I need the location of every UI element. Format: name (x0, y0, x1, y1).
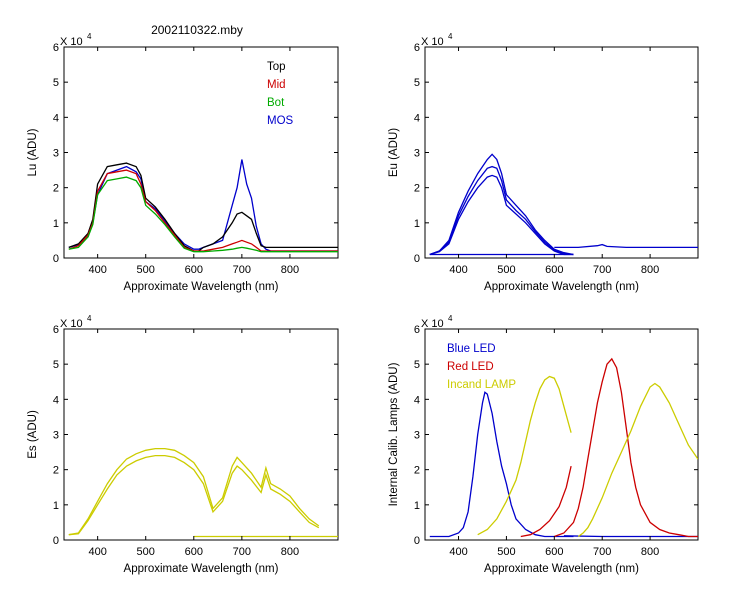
series-line (68, 447, 320, 536)
series-group (429, 153, 698, 256)
series-group (68, 447, 338, 538)
y-tick-label: 6 (53, 42, 59, 54)
y-tick-label: 6 (53, 324, 59, 336)
y-tick-label: 3 (53, 148, 59, 160)
series-line (429, 165, 574, 256)
y-tick-label: 2 (414, 465, 420, 477)
series-line (68, 169, 338, 252)
y-tick-label: 6 (414, 42, 420, 54)
series-line (429, 391, 574, 538)
y-tick-label: 5 (53, 77, 59, 89)
y-tick-label: 0 (414, 535, 420, 547)
x-tick-label: 800 (281, 546, 299, 558)
x-axis-label: Approximate Wavelength (nm) (124, 563, 279, 575)
x-tick-label: 600 (545, 264, 563, 276)
y-tick-label: 4 (414, 112, 420, 124)
chart-panel-top-left: 400 500 600 700 800 0 1 2 3 4 5 6 X 10 4 Approximate W… (27, 32, 339, 293)
x-axis-label: Approximate Wavelength (nm) (124, 281, 279, 293)
x-axis-label: Approximate Wavelength (nm) (484, 563, 639, 575)
y-tick-label: 6 (414, 324, 420, 336)
x-tick-label: 500 (497, 264, 515, 276)
legend-entry: Red LED (447, 361, 494, 373)
series-line (554, 357, 698, 538)
legend-entry: MOS (267, 115, 294, 127)
chart-panel-bottom-left: 400 500 600 700 800 0 1 2 3 4 5 6 X 10 4 Approximate W… (27, 314, 339, 575)
y-multiplier: X 10 (60, 318, 83, 330)
legend-entry: Incand LAMP (447, 379, 516, 391)
legend-entry: Top (267, 61, 286, 73)
series-line (554, 243, 698, 249)
legend-entry: Bot (267, 97, 285, 109)
x-tick-label: 700 (233, 264, 251, 276)
y-tick-label: 5 (53, 359, 59, 371)
y-tick-label: 5 (414, 359, 420, 371)
series-group (429, 357, 698, 538)
y-multiplier-exponent: 4 (87, 32, 92, 41)
plot-frame (63, 46, 339, 259)
x-tick-label: 600 (185, 546, 203, 558)
x-tick-label: 400 (449, 546, 467, 558)
y-tick-label: 4 (414, 394, 420, 406)
x-tick-label: 400 (449, 264, 467, 276)
y-tick-label: 0 (53, 535, 59, 547)
y-tick-label: 2 (414, 183, 420, 195)
plot-frame (424, 46, 699, 259)
y-multiplier: X 10 (60, 36, 83, 48)
y-tick-label: 0 (414, 253, 420, 265)
series-line (68, 454, 320, 536)
x-tick-label: 400 (88, 264, 106, 276)
x-axis-label: Approximate Wavelength (nm) (484, 281, 639, 293)
y-axis-label: Es (ADU) (27, 410, 39, 459)
y-tick-label: 0 (53, 253, 59, 265)
series-line (563, 535, 698, 538)
series-line (520, 465, 572, 538)
y-multiplier-exponent: 4 (448, 32, 453, 41)
y-axis-label: Eu (ADU) (388, 128, 400, 177)
figure-title: 2002110322.mby (151, 23, 243, 37)
y-tick-label: 2 (53, 465, 59, 477)
y-tick-label: 3 (53, 430, 59, 442)
y-tick-label: 1 (414, 218, 420, 230)
series-line (68, 162, 338, 252)
series-line (477, 375, 572, 536)
x-tick-label: 700 (233, 546, 251, 558)
x-tick-label: 800 (641, 546, 659, 558)
x-tick-label: 500 (137, 264, 155, 276)
y-tick-label: 3 (414, 430, 420, 442)
series-line (429, 153, 574, 256)
y-tick-label: 1 (53, 218, 59, 230)
y-tick-label: 2 (53, 183, 59, 195)
x-tick-label: 700 (593, 264, 611, 276)
x-tick-label: 500 (497, 546, 515, 558)
x-tick-label: 600 (545, 546, 563, 558)
y-multiplier: X 10 (421, 36, 444, 48)
legend-entry: Mid (267, 79, 286, 91)
series-group (68, 159, 338, 253)
chart-panel-top-right: 400 500 600 700 800 0 1 2 3 4 5 6 X 10 4 Approximate W… (388, 32, 699, 293)
x-tick-label: 800 (641, 264, 659, 276)
series-line (68, 176, 338, 253)
chart-panel-bottom-right: 400 500 600 700 800 0 1 2 3 4 5 6 X 10 4 Approximate W… (388, 314, 699, 575)
y-tick-label: 4 (53, 112, 59, 124)
y-tick-label: 1 (414, 500, 420, 512)
y-axis-label: Lu (ADU) (27, 128, 39, 176)
x-tick-label: 600 (185, 264, 203, 276)
y-tick-label: 4 (53, 394, 59, 406)
x-tick-label: 400 (88, 546, 106, 558)
y-multiplier: X 10 (421, 318, 444, 330)
series-line (429, 174, 574, 256)
x-tick-label: 800 (281, 264, 299, 276)
y-tick-label: 5 (414, 77, 420, 89)
x-tick-label: 700 (593, 546, 611, 558)
legend-entry: Blue LED (447, 343, 496, 355)
x-tick-label: 500 (137, 546, 155, 558)
y-multiplier-exponent: 4 (87, 314, 92, 323)
y-tick-label: 3 (414, 148, 420, 160)
y-axis-label: Internal Calib. Lamps (ADU) (388, 362, 400, 506)
y-tick-label: 1 (53, 500, 59, 512)
series-line (577, 382, 698, 538)
y-multiplier-exponent: 4 (448, 314, 453, 323)
